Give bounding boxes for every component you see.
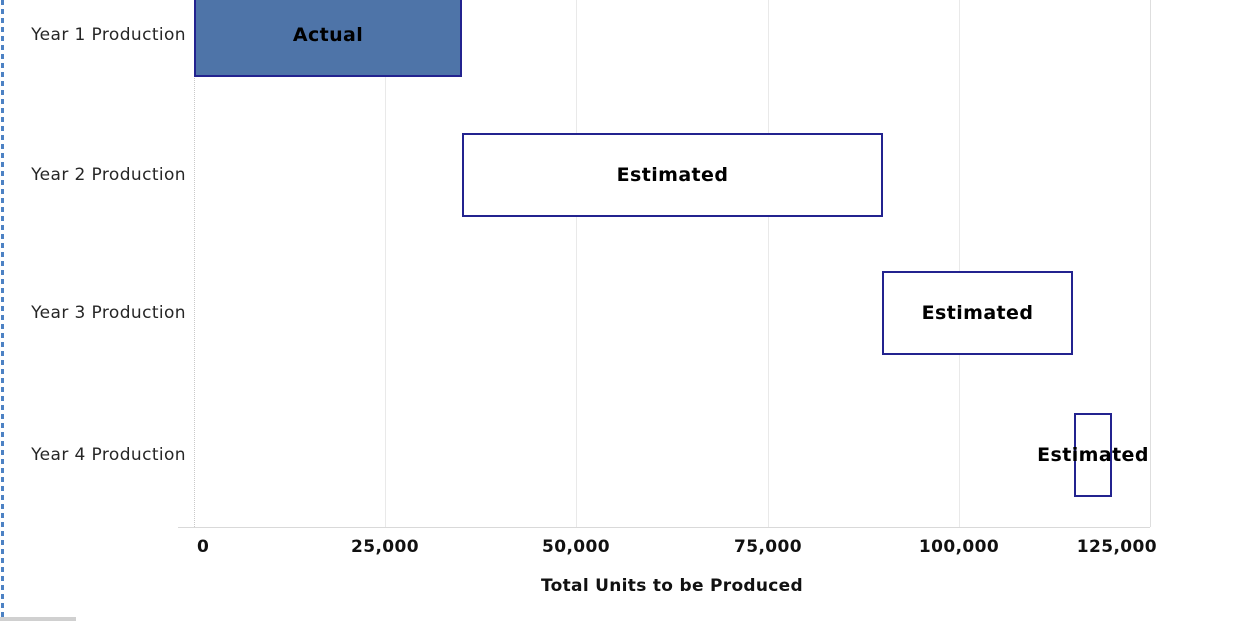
gridline <box>768 0 769 527</box>
gridline <box>576 0 577 527</box>
bar-label: Estimated <box>921 302 1034 324</box>
x-axis-title: Total Units to be Produced <box>541 576 803 596</box>
gridline <box>959 0 960 527</box>
x-tick-label: 125,000 <box>1076 537 1157 557</box>
category-label-year-4[interactable]: Year 4 Production <box>31 445 186 465</box>
x-tick-label: 0 <box>197 537 210 557</box>
chart-pane: Actual Estimated Estimated Estimated <box>194 0 1151 527</box>
category-label-year-3[interactable]: Year 3 Production <box>31 303 186 323</box>
axis-zero-line <box>194 0 196 527</box>
gridline <box>1150 0 1151 527</box>
bar-label: Actual <box>292 24 364 46</box>
bar-year-2[interactable]: Estimated <box>462 133 883 217</box>
x-tick-label: 50,000 <box>541 537 611 557</box>
x-tick-label: 100,000 <box>918 537 1000 557</box>
bar-label: Estimated <box>1037 444 1149 466</box>
bar-year-4[interactable]: Estimated <box>1037 413 1148 497</box>
bar-year-3[interactable]: Estimated <box>882 271 1073 355</box>
bar-year-1[interactable]: Actual <box>194 0 462 77</box>
x-axis-line <box>178 527 1150 528</box>
category-label-year-1[interactable]: Year 1 Production <box>31 25 186 45</box>
bottom-left-gray-strip <box>0 617 76 621</box>
bar-label: Estimated <box>616 164 729 186</box>
x-tick-label: 75,000 <box>733 537 803 557</box>
selection-dashed-border-left <box>1 0 4 621</box>
gridline <box>385 0 386 527</box>
x-tick-label: 25,000 <box>350 537 420 557</box>
category-label-year-2[interactable]: Year 2 Production <box>31 165 186 185</box>
